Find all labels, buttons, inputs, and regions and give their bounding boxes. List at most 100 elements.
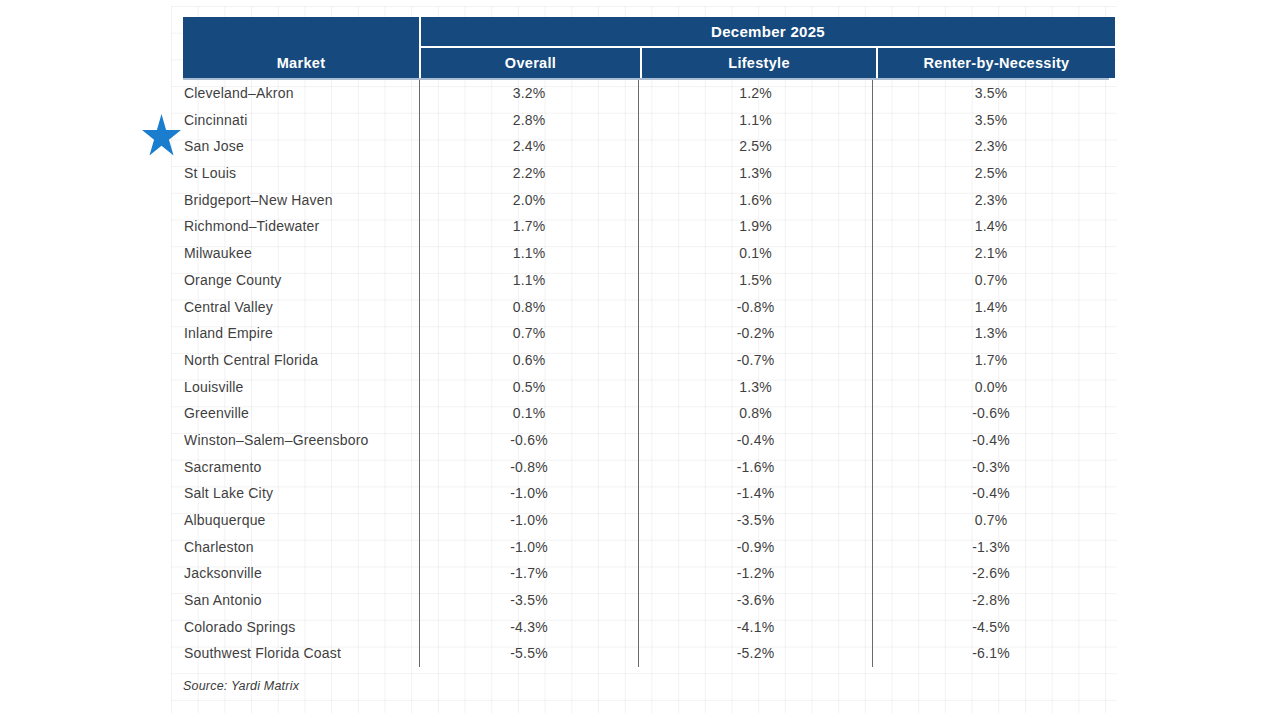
market-cell: Inland Empire xyxy=(183,320,419,347)
overall-cell: 1.1% xyxy=(419,267,638,294)
market-column-header: Market xyxy=(183,17,419,78)
rbn-cell: 3.5% xyxy=(872,107,1109,134)
overall-cell: 2.2% xyxy=(419,160,638,187)
table-row: Salt Lake City-1.0%-1.4%-0.4% xyxy=(183,480,1109,507)
rbn-cell: 3.5% xyxy=(872,80,1109,107)
overall-cell: 3.2% xyxy=(419,80,638,107)
overall-cell: -1.7% xyxy=(419,560,638,587)
table-row: Bridgeport–New Haven2.0%1.6%2.3% xyxy=(183,187,1109,214)
market-cell: Charleston xyxy=(183,534,419,561)
table-row: St Louis2.2%1.3%2.5% xyxy=(183,160,1109,187)
market-cell: St Louis xyxy=(183,160,419,187)
market-cell: Central Valley xyxy=(183,294,419,321)
market-cell: Richmond–Tidewater xyxy=(183,213,419,240)
overall-cell: 2.4% xyxy=(419,133,638,160)
overall-cell: -5.5% xyxy=(419,640,638,667)
market-cell: Jacksonville xyxy=(183,560,419,587)
rbn-cell: 2.5% xyxy=(872,160,1109,187)
market-cell: Sacramento xyxy=(183,454,419,481)
rbn-cell: -1.3% xyxy=(872,534,1109,561)
table-row: Greenville0.1%0.8%-0.6% xyxy=(183,400,1109,427)
overall-cell: 1.1% xyxy=(419,240,638,267)
rbn-cell: -2.6% xyxy=(872,560,1109,587)
lifestyle-column-header: Lifestyle xyxy=(642,48,876,78)
lifestyle-cell: -3.6% xyxy=(638,587,872,614)
table-row: Inland Empire0.7%-0.2%1.3% xyxy=(183,320,1109,347)
overall-cell: 0.1% xyxy=(419,400,638,427)
table-row: North Central Florida0.6%-0.7%1.7% xyxy=(183,347,1109,374)
rbn-cell: 0.7% xyxy=(872,267,1109,294)
overall-cell: -0.8% xyxy=(419,454,638,481)
rbn-cell: 2.3% xyxy=(872,133,1109,160)
lifestyle-cell: 0.8% xyxy=(638,400,872,427)
market-cell: Cincinnati xyxy=(183,107,419,134)
rbn-cell: 0.7% xyxy=(872,507,1109,534)
table-row: San Antonio-3.5%-3.6%-2.8% xyxy=(183,587,1109,614)
table-row: Cincinnati2.8%1.1%3.5% xyxy=(183,107,1109,134)
lifestyle-cell: -0.4% xyxy=(638,427,872,454)
market-cell: Southwest Florida Coast xyxy=(183,640,419,667)
overall-cell: -4.3% xyxy=(419,614,638,641)
overall-cell: -0.6% xyxy=(419,427,638,454)
market-cell: Colorado Springs xyxy=(183,614,419,641)
table-row: San Jose2.4%2.5%2.3% xyxy=(183,133,1109,160)
table-row: Central Valley0.8%-0.8%1.4% xyxy=(183,294,1109,321)
lifestyle-cell: 1.6% xyxy=(638,187,872,214)
table-row: Colorado Springs-4.3%-4.1%-4.5% xyxy=(183,614,1109,641)
star-icon xyxy=(141,114,182,160)
overall-cell: 0.6% xyxy=(419,347,638,374)
lifestyle-cell: -3.5% xyxy=(638,507,872,534)
lifestyle-cell: 1.1% xyxy=(638,107,872,134)
renter-by-necessity-column-header: Renter-by-Necessity xyxy=(878,48,1115,78)
market-cell: Winston–Salem–Greensboro xyxy=(183,427,419,454)
table-row: Milwaukee1.1%0.1%2.1% xyxy=(183,240,1109,267)
overall-column-header: Overall xyxy=(421,48,640,78)
overall-cell: -1.0% xyxy=(419,507,638,534)
lifestyle-cell: 0.1% xyxy=(638,240,872,267)
lifestyle-cell: -1.4% xyxy=(638,480,872,507)
market-cell: Albuquerque xyxy=(183,507,419,534)
rbn-cell: 1.4% xyxy=(872,294,1109,321)
source-note: Source: Yardi Matrix xyxy=(183,679,299,693)
rbn-cell: -2.8% xyxy=(872,587,1109,614)
lifestyle-cell: 2.5% xyxy=(638,133,872,160)
table-body: Cleveland–Akron3.2%1.2%3.5%Cincinnati2.8… xyxy=(183,80,1109,667)
rbn-cell: -0.6% xyxy=(872,400,1109,427)
lifestyle-cell: -4.1% xyxy=(638,614,872,641)
overall-cell: -3.5% xyxy=(419,587,638,614)
lifestyle-cell: 1.3% xyxy=(638,160,872,187)
rbn-cell: 1.7% xyxy=(872,347,1109,374)
lifestyle-cell: 1.9% xyxy=(638,213,872,240)
market-cell: Greenville xyxy=(183,400,419,427)
rbn-cell: -0.3% xyxy=(872,454,1109,481)
table-row: Cleveland–Akron3.2%1.2%3.5% xyxy=(183,80,1109,107)
market-cell: Bridgeport–New Haven xyxy=(183,187,419,214)
table-row: Jacksonville-1.7%-1.2%-2.6% xyxy=(183,560,1109,587)
lifestyle-cell: -5.2% xyxy=(638,640,872,667)
overall-cell: 1.7% xyxy=(419,213,638,240)
market-cell: North Central Florida xyxy=(183,347,419,374)
table-header: Market December 2025 Overall Lifestyle R… xyxy=(183,17,1109,80)
overall-cell: -1.0% xyxy=(419,480,638,507)
market-cell: Louisville xyxy=(183,374,419,401)
period-header: December 2025 xyxy=(421,17,1115,46)
table-row: Albuquerque-1.0%-3.5%0.7% xyxy=(183,507,1109,534)
lifestyle-cell: -0.2% xyxy=(638,320,872,347)
rbn-cell: -0.4% xyxy=(872,480,1109,507)
rbn-cell: -0.4% xyxy=(872,427,1109,454)
table-row: Winston–Salem–Greensboro-0.6%-0.4%-0.4% xyxy=(183,427,1109,454)
lifestyle-cell: 1.5% xyxy=(638,267,872,294)
rbn-cell: -4.5% xyxy=(872,614,1109,641)
market-cell: Salt Lake City xyxy=(183,480,419,507)
rbn-cell: 2.3% xyxy=(872,187,1109,214)
table-row: Sacramento-0.8%-1.6%-0.3% xyxy=(183,454,1109,481)
table-row: Charleston-1.0%-0.9%-1.3% xyxy=(183,534,1109,561)
market-cell: Cleveland–Akron xyxy=(183,80,419,107)
rent-growth-table: Market December 2025 Overall Lifestyle R… xyxy=(183,17,1109,667)
market-cell: San Jose xyxy=(183,133,419,160)
rbn-cell: 1.3% xyxy=(872,320,1109,347)
rbn-cell: -6.1% xyxy=(872,640,1109,667)
lifestyle-cell: 1.3% xyxy=(638,374,872,401)
market-cell: San Antonio xyxy=(183,587,419,614)
overall-cell: 2.0% xyxy=(419,187,638,214)
